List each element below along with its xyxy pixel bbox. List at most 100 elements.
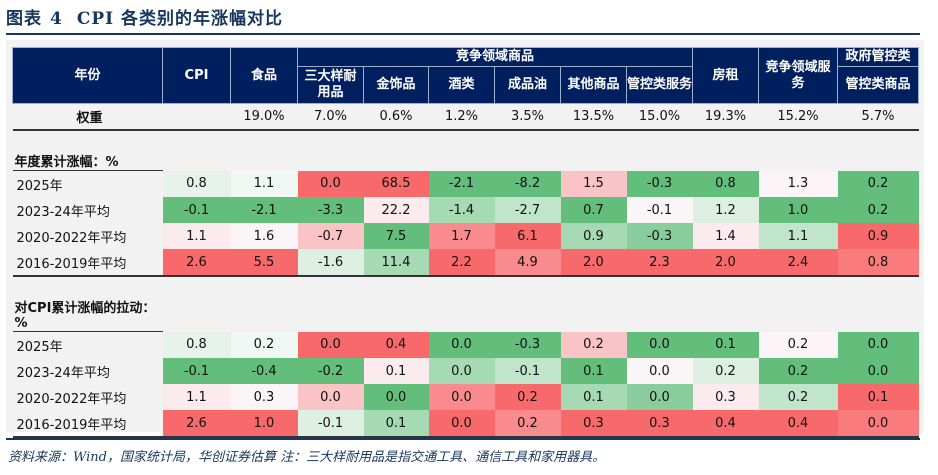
value-cell: 1.4	[692, 223, 759, 249]
value-cell: 0.1	[560, 384, 627, 410]
table-row: 2025年 0.8 0.2 0.0 0.4 0.0 -0.3 0.2 0.0 0.1 0.2 0.0	[13, 331, 919, 358]
value-cell: 0.8	[692, 170, 759, 197]
table-row: 2020-2022年平均 1.1 0.3 0.0 0.0 0.0 0.2 0.1 0.0 0.3 0…	[13, 384, 919, 410]
table-row: 2016-2019年平均 2.6 5.5 -1.6 11.4 2.2 4.9 2.0 2.3 2.…	[12, 249, 919, 277]
weight-cell: 3.5%	[494, 103, 561, 131]
value-cell: 0.0	[837, 331, 919, 358]
spacer-row	[13, 130, 919, 151]
table-row: 2025年 0.8 1.1 0.0 68.5 -2.1 -8.2 1.5 -0.3 0.8 1.3 0…	[13, 170, 919, 197]
weight-cell: 1.2%	[428, 103, 495, 131]
value-cell: -0.1	[162, 197, 231, 223]
value-cell: 0.2	[758, 358, 838, 384]
section-spacer	[163, 151, 919, 171]
value-cell: 0.4	[363, 331, 429, 358]
value-cell: 0.0	[428, 384, 495, 410]
value-cell: -0.2	[297, 358, 364, 384]
header-group-competitive-goods: 竞争领域商品	[297, 47, 693, 67]
value-cell: 0.0	[363, 384, 429, 410]
figure-title-text: CPI 各类别的年涨幅对比	[76, 9, 284, 29]
value-cell: 0.0	[837, 358, 919, 384]
value-cell: -1.6	[297, 249, 364, 277]
value-cell: -0.1	[494, 358, 561, 384]
spacer-row	[13, 276, 919, 297]
value-cell: 0.3	[560, 410, 627, 438]
value-cell: 2.0	[560, 249, 627, 277]
value-cell: 22.2	[363, 197, 429, 223]
row-label: 2023-24年平均	[16, 365, 110, 381]
value-cell: 0.8	[162, 170, 231, 197]
value-cell: 0.0	[626, 331, 693, 358]
header-controlled-goods: 管控类商品	[837, 66, 919, 104]
header-gold: 金饰品	[363, 66, 429, 104]
weight-cell: 19.0%	[230, 103, 298, 131]
value-cell: -0.7	[297, 223, 364, 249]
value-cell: 1.7	[428, 223, 495, 249]
value-cell: 5.5	[230, 249, 298, 277]
value-cell: 0.4	[692, 410, 759, 438]
value-cell: 2.6	[162, 249, 231, 277]
value-cell: 0.3	[626, 410, 693, 438]
value-cell: 0.2	[494, 410, 561, 438]
figure-label: 图表	[6, 9, 42, 29]
weight-cell: 13.5%	[560, 103, 627, 131]
value-cell: -3.3	[297, 197, 364, 223]
value-cell: -0.3	[626, 223, 693, 249]
value-cell: 0.0	[297, 331, 364, 358]
header-year: 年份	[12, 47, 163, 104]
value-cell: -2.7	[494, 197, 561, 223]
row-label: 2025年	[16, 178, 63, 194]
value-cell: 4.9	[494, 249, 561, 277]
value-cell: 68.5	[363, 170, 429, 197]
value-cell: 11.4	[363, 249, 429, 277]
value-cell: -0.1	[626, 197, 693, 223]
weight-cell: 0.6%	[363, 103, 429, 131]
row-label: 2020-2022年平均	[16, 230, 127, 246]
value-cell: 0.3	[692, 384, 759, 410]
footer-divider	[6, 438, 920, 440]
value-cell: 2.3	[626, 249, 693, 277]
value-cell: 0.4	[758, 410, 838, 438]
value-cell: -0.4	[230, 358, 298, 384]
weight-cell: 5.7%	[837, 103, 919, 131]
value-cell: 0.8	[162, 331, 231, 358]
value-cell: -8.2	[494, 170, 561, 197]
value-cell: 1.6	[230, 223, 298, 249]
weight-cell: 7.0%	[297, 103, 364, 131]
value-cell: 0.1	[692, 331, 759, 358]
value-cell: 7.5	[363, 223, 429, 249]
table-row: 2023-24年平均 -0.1 -0.4 -0.2 0.1 0.0 -0.1 0.1 0.0 0.…	[13, 358, 919, 384]
row-label: 2023-24年平均	[16, 204, 110, 220]
value-cell: 0.9	[560, 223, 627, 249]
header-food: 食品	[230, 47, 298, 104]
value-cell: 0.2	[560, 331, 627, 358]
value-cell: 1.5	[560, 170, 627, 197]
header-liquor: 酒类	[428, 66, 495, 104]
value-cell: 0.8	[837, 249, 919, 277]
value-cell: 1.1	[758, 223, 838, 249]
table-row: 2016-2019年平均 2.6 1.0 -0.1 0.1 0.0 0.2 0.3 0.3 0.4…	[12, 410, 919, 438]
header-controlled-services: 管控类服务	[626, 66, 693, 104]
value-cell: -0.3	[626, 170, 693, 197]
value-cell: 0.2	[692, 358, 759, 384]
value-cell: 2.2	[428, 249, 495, 277]
value-cell: 0.0	[428, 410, 495, 438]
value-cell: 0.2	[837, 197, 919, 223]
header-other-goods: 其他商品	[560, 66, 627, 104]
table-row: 2020-2022年平均 1.1 1.6 -0.7 7.5 1.7 6.1 0.9 -0.3 1.…	[13, 223, 919, 249]
value-cell: 1.0	[230, 410, 298, 438]
weight-cell: 19.3%	[692, 103, 759, 131]
row-label: 2025年	[16, 339, 63, 355]
value-cell: 0.1	[363, 358, 429, 384]
section-label: 对CPI累计涨幅的拉动：%	[12, 297, 163, 332]
header-fuel: 成品油	[494, 66, 561, 104]
value-cell: 0.9	[837, 223, 919, 249]
value-cell: 0.2	[758, 331, 838, 358]
weight-cell	[162, 103, 231, 131]
value-cell: -2.1	[230, 197, 298, 223]
value-cell: 1.1	[162, 384, 231, 410]
value-cell: 1.3	[758, 170, 838, 197]
weight-cell: 15.0%	[626, 103, 693, 131]
value-cell: 0.0	[837, 410, 919, 438]
value-cell: -0.1	[162, 358, 231, 384]
value-cell: -0.1	[297, 410, 364, 438]
